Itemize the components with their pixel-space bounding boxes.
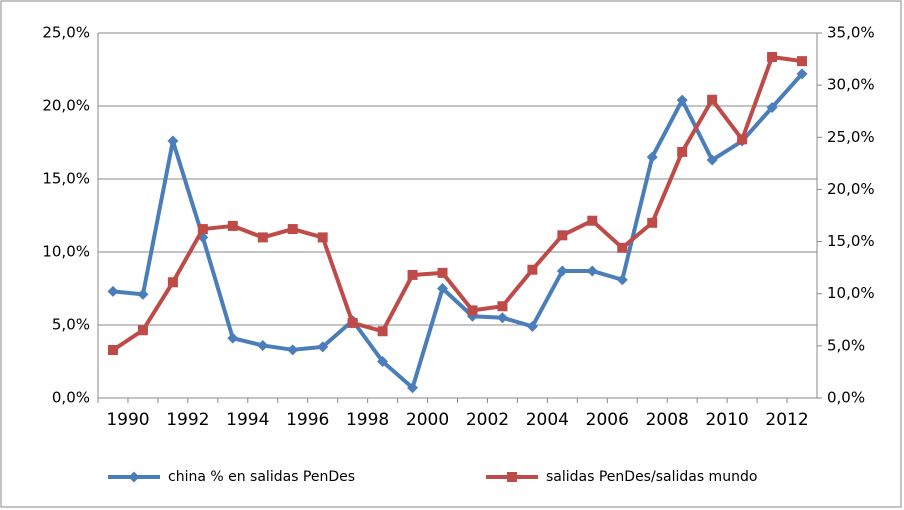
legend-label: salidas PenDes/salidas mundo xyxy=(546,469,757,485)
legend-label: china % en salidas PenDes xyxy=(168,469,355,485)
x-tick-label: 1994 xyxy=(226,410,269,430)
marker xyxy=(137,325,148,336)
x-tick-label: 2010 xyxy=(705,410,748,430)
marker xyxy=(676,94,688,106)
x-tick-label: 1998 xyxy=(346,410,389,430)
marker xyxy=(766,101,778,113)
marker xyxy=(407,269,418,280)
marker xyxy=(796,68,808,80)
marker xyxy=(137,288,149,300)
marker xyxy=(706,154,718,166)
series-line xyxy=(112,72,804,390)
x-tick-label: 2004 xyxy=(526,410,569,430)
marker xyxy=(257,339,269,351)
x-tick-label: 2002 xyxy=(466,410,509,430)
y-tick-label: 10,0% xyxy=(42,243,90,261)
marker xyxy=(557,230,568,241)
x-tick-label: 2012 xyxy=(765,410,808,430)
marker xyxy=(497,301,508,312)
marker xyxy=(128,471,140,483)
marker xyxy=(107,285,119,297)
y2-tick-label: 0,0% xyxy=(827,389,865,407)
x-tick-label: 2000 xyxy=(406,410,449,430)
x-tick-label: 1990 xyxy=(106,410,149,430)
x-tick-label: 2008 xyxy=(646,410,689,430)
y-tick-label: 25,0% xyxy=(42,24,90,42)
y-tick-label: 5,0% xyxy=(52,316,90,334)
marker xyxy=(257,232,268,243)
y2-tick-label: 20,0% xyxy=(827,180,875,198)
marker xyxy=(556,265,568,277)
x-tick-label: 1992 xyxy=(166,410,209,430)
marker xyxy=(197,224,208,235)
marker xyxy=(347,317,358,328)
y-tick-label: 20,0% xyxy=(42,97,90,115)
x-tick-label: 1996 xyxy=(286,410,329,430)
marker xyxy=(677,146,688,157)
marker xyxy=(167,277,178,288)
marker xyxy=(586,265,598,277)
marker xyxy=(616,274,628,286)
marker xyxy=(437,267,448,278)
marker xyxy=(496,312,508,324)
y2-tick-label: 25,0% xyxy=(827,128,875,146)
y2-tick-label: 35,0% xyxy=(827,24,875,42)
y-tick-label: 15,0% xyxy=(42,170,90,188)
marker xyxy=(587,215,598,226)
marker xyxy=(467,305,478,316)
marker xyxy=(647,217,658,228)
y2-tick-label: 10,0% xyxy=(827,284,875,302)
marker xyxy=(107,345,118,356)
marker xyxy=(646,151,658,163)
marker xyxy=(377,326,388,337)
marker xyxy=(617,242,628,253)
y-tick-label: 0,0% xyxy=(52,389,90,407)
marker xyxy=(167,135,179,147)
marker xyxy=(317,232,328,243)
y2-tick-label: 15,0% xyxy=(827,232,875,250)
marker xyxy=(287,224,298,235)
marker xyxy=(227,220,238,231)
marker xyxy=(737,134,748,145)
marker xyxy=(287,344,299,356)
marker xyxy=(407,382,419,394)
marker xyxy=(526,320,538,332)
marker xyxy=(507,472,517,482)
x-tick-label: 2006 xyxy=(586,410,629,430)
marker xyxy=(707,94,718,105)
y2-tick-label: 5,0% xyxy=(827,336,865,354)
y2-tick-label: 30,0% xyxy=(827,76,875,94)
marker xyxy=(437,283,449,294)
marker xyxy=(767,51,778,62)
marker xyxy=(377,356,389,367)
marker xyxy=(317,341,329,353)
marker xyxy=(227,332,239,344)
marker xyxy=(797,56,808,67)
marker xyxy=(527,264,538,275)
